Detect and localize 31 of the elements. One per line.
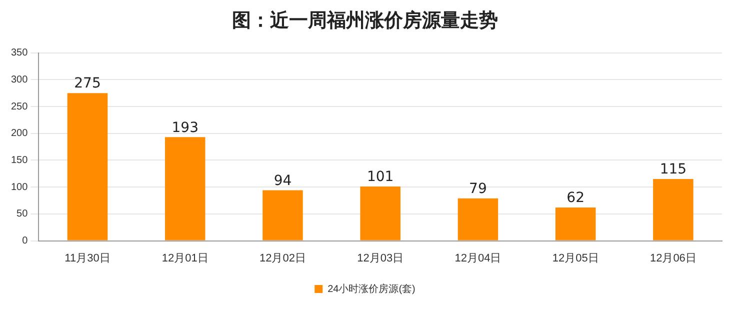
chart-title: 图：近一周福州涨价房源量走势: [232, 9, 498, 32]
x-tick-label: 12月03日: [357, 252, 404, 264]
legend-label: 24小时涨价房源(套): [328, 282, 416, 295]
bar: [262, 190, 303, 240]
data-label: 193: [172, 120, 198, 136]
data-label: 115: [660, 162, 687, 178]
data-label: 62: [566, 190, 584, 206]
y-tick-label: 250: [10, 101, 28, 112]
x-tick-label: 12月04日: [454, 252, 502, 264]
y-tick-label: 100: [10, 182, 28, 193]
x-tick-label: 12月05日: [552, 252, 599, 264]
data-label: 101: [366, 169, 394, 186]
bar: [67, 93, 108, 240]
data-label: 94: [274, 172, 292, 189]
bar: [458, 198, 498, 240]
x-tick-label: 12月01日: [162, 252, 208, 264]
y-tick-label: 200: [10, 128, 28, 140]
y-tick-label: 0: [22, 236, 28, 247]
y-tick-label: 350: [10, 48, 28, 59]
data-label: 79: [469, 181, 487, 198]
x-tick-label: 11月30日: [64, 252, 110, 264]
x-tick-label: 12月06日: [650, 252, 696, 264]
y-tick-label: 150: [10, 154, 28, 166]
bar: [164, 137, 206, 240]
y-tick-label: 50: [16, 208, 28, 220]
y-tick-label: 300: [10, 74, 28, 86]
bar: [653, 179, 694, 240]
bar: [555, 207, 596, 240]
x-tick-label: 12月02日: [259, 252, 306, 264]
bar: [360, 186, 400, 240]
data-label: 275: [74, 76, 101, 92]
